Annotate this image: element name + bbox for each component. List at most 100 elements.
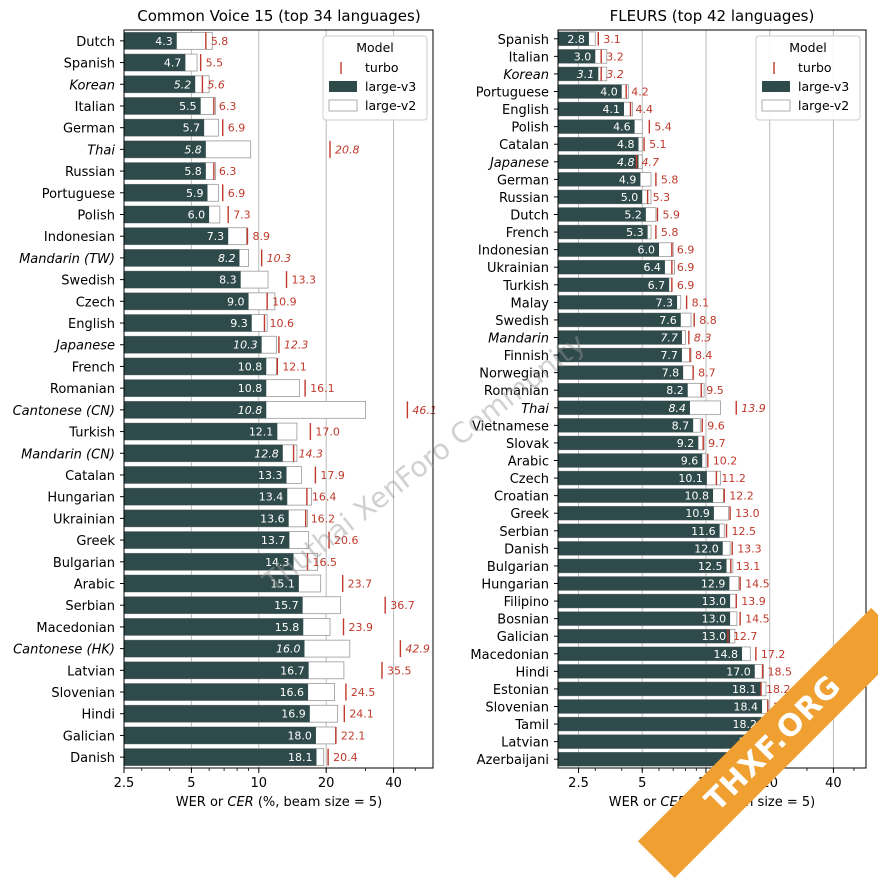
data-label-turbo: 14.3 <box>299 447 324 460</box>
category-label: Ukrainian <box>53 512 115 527</box>
data-label-turbo: 13.9 <box>741 595 766 608</box>
legend-label-large-v3: large-v3 <box>365 79 416 94</box>
data-label-turbo: 8.3 <box>694 332 712 345</box>
data-label-large-v3: 16.9 <box>281 708 306 721</box>
data-label-turbo: 20.6 <box>334 534 359 547</box>
data-label-turbo: 10.3 <box>267 252 292 265</box>
data-label-large-v3: 4.7 <box>164 57 182 70</box>
category-label: Bulgarian <box>53 556 115 571</box>
data-label-turbo: 6.9 <box>228 187 246 200</box>
category-label: Tamil <box>514 718 549 733</box>
category-label: Dutch <box>76 35 115 50</box>
data-label-large-v3: 4.6 <box>613 121 631 134</box>
bar-large-v3 <box>124 184 208 202</box>
data-label-large-v3: 10.8 <box>238 382 263 395</box>
bar-large-v3 <box>124 509 289 527</box>
data-label-large-v3: 5.7 <box>183 122 201 135</box>
data-label-turbo: 10.9 <box>272 295 297 308</box>
data-label-turbo: 6.3 <box>219 165 237 178</box>
bar-large-v3 <box>558 400 690 415</box>
bar-large-v3 <box>124 726 316 744</box>
category-label: Finnish <box>504 349 549 364</box>
bar-large-v3 <box>558 295 678 310</box>
category-label: Slovenian <box>51 686 115 701</box>
bar-large-v3 <box>124 271 241 289</box>
legend-box <box>755 35 861 121</box>
bar-large-v3 <box>558 260 665 275</box>
data-label-large-v3: 16.6 <box>280 686 305 699</box>
data-label-large-v3: 15.1 <box>270 578 295 591</box>
category-label: Ukrainian <box>487 261 549 276</box>
category-label: Czech <box>76 295 115 310</box>
chart-panel-1: Common Voice 15 (top 34 languages) 4.3 5.8… <box>13 7 437 810</box>
data-label-large-v3: 16.0 <box>276 643 301 656</box>
category-label: Indonesian <box>478 244 549 259</box>
category-label: Japanese <box>53 339 115 354</box>
chart-title: FLEURS (top 42 languages) <box>610 7 815 25</box>
data-label-turbo: 6.3 <box>219 100 237 113</box>
category-label: Mandarin (TW) <box>19 252 115 267</box>
data-label-large-v3: 5.5 <box>179 100 197 113</box>
data-label-large-v3: 12.8 <box>254 447 279 460</box>
category-label: English <box>68 317 115 332</box>
data-label-turbo: 6.9 <box>228 122 246 135</box>
data-label-turbo: 17.9 <box>320 469 345 482</box>
data-label-turbo: 23.9 <box>349 621 374 634</box>
data-label-turbo: 16.4 <box>312 491 337 504</box>
bar-large-v3 <box>124 661 309 679</box>
data-label-large-v3: 13.3 <box>258 469 283 482</box>
bar-large-v3 <box>558 506 714 521</box>
legend-title: Model <box>789 40 827 55</box>
bar-large-v3 <box>558 31 589 46</box>
bar-large-v3 <box>558 418 694 433</box>
x-tick-label: 20 <box>318 776 335 791</box>
data-label-turbo: 3.2 <box>606 68 624 81</box>
x-tick-label: 2.5 <box>114 776 135 791</box>
category-label: Slovenian <box>485 701 549 716</box>
data-label-large-v3: 13.4 <box>259 491 284 504</box>
bar-large-v3 <box>124 488 288 506</box>
legend-label-turbo: turbo <box>365 60 399 75</box>
bar-large-v3 <box>124 575 299 592</box>
data-label-turbo: 9.6 <box>707 419 725 432</box>
data-label-turbo: 5.3 <box>653 191 671 204</box>
category-label: Norwegian <box>479 367 549 382</box>
data-label-turbo: 8.9 <box>252 230 270 243</box>
bar-large-v3 <box>124 227 229 245</box>
category-label: Mandarin <box>488 332 549 347</box>
data-label-turbo: 16.1 <box>310 382 335 395</box>
category-label: Italian <box>75 100 115 115</box>
data-label-large-v3: 17.0 <box>726 665 751 678</box>
category-label: Catalan <box>65 469 115 484</box>
data-label-turbo: 24.5 <box>351 686 376 699</box>
data-label-turbo: 9.5 <box>706 384 724 397</box>
bar-large-v3 <box>558 576 730 591</box>
data-label-turbo: 8.4 <box>695 349 713 362</box>
data-label-large-v3: 18.0 <box>287 729 312 742</box>
category-label: Greek <box>76 534 115 549</box>
chart-title: Common Voice 15 (top 34 languages) <box>137 7 420 25</box>
category-label: Hindi <box>82 708 116 723</box>
bar-large-v3 <box>558 629 731 644</box>
bar-large-v3 <box>124 618 304 636</box>
category-label: Russian <box>499 191 549 206</box>
data-label-large-v3: 13.7 <box>261 534 286 547</box>
data-label-large-v3: 6.4 <box>643 261 661 274</box>
bar-large-v3 <box>558 365 684 380</box>
data-label-turbo: 13.3 <box>737 542 762 555</box>
category-label: Thai <box>521 402 549 417</box>
plot-frame <box>123 29 434 769</box>
data-label-turbo: 3.1 <box>603 33 621 46</box>
data-label-turbo: 5.5 <box>206 57 224 70</box>
data-label-turbo: 5.8 <box>661 173 679 186</box>
category-label: Vietnamese <box>472 419 549 434</box>
data-label-turbo: 12.2 <box>729 490 754 503</box>
data-label-turbo: 18.5 <box>768 665 793 678</box>
data-label-large-v3: 4.0 <box>600 86 618 99</box>
figure: Common Voice 15 (top 34 languages) 4.3 5.8… <box>13 7 867 810</box>
bar-large-v3 <box>558 84 622 99</box>
data-label-large-v3: 10.8 <box>238 360 263 373</box>
x-tick-label: 5 <box>638 776 646 791</box>
data-label-turbo: 6.9 <box>677 244 695 257</box>
data-label-turbo: 7.3 <box>233 209 251 222</box>
